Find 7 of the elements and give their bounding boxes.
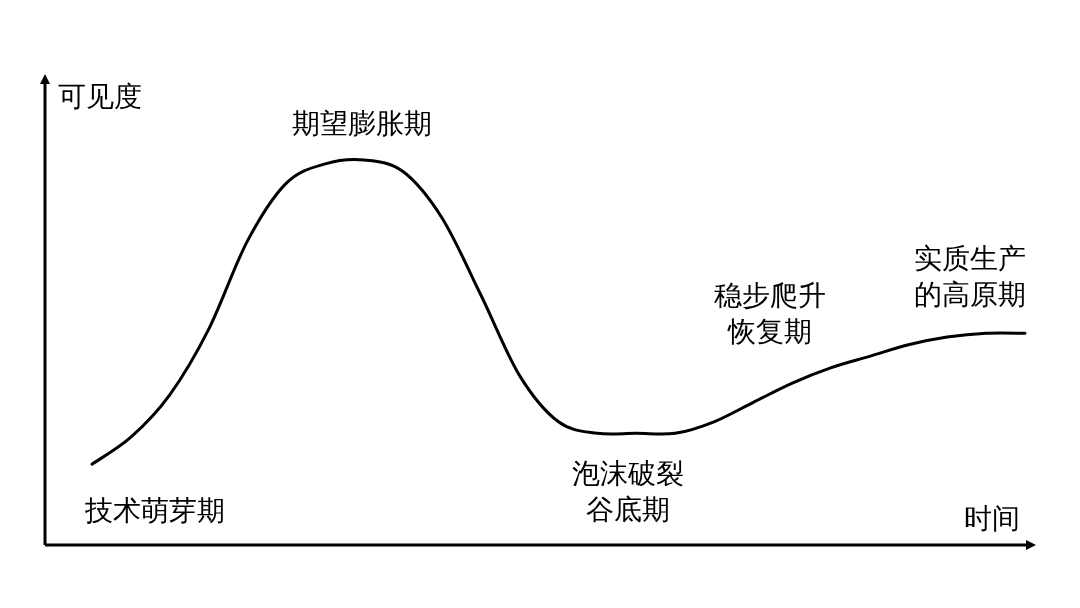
annotation: 技术萌芽期: [85, 494, 225, 527]
annotation: 实质生产的高原期: [914, 242, 1026, 311]
ylabel: 可见度: [58, 80, 142, 113]
annotation: 期望膨胀期: [292, 107, 432, 140]
annotation: 泡沫破裂谷底期: [572, 457, 684, 526]
xlabel: 时间: [964, 502, 1020, 535]
annotation: 稳步爬升恢复期: [714, 279, 826, 348]
